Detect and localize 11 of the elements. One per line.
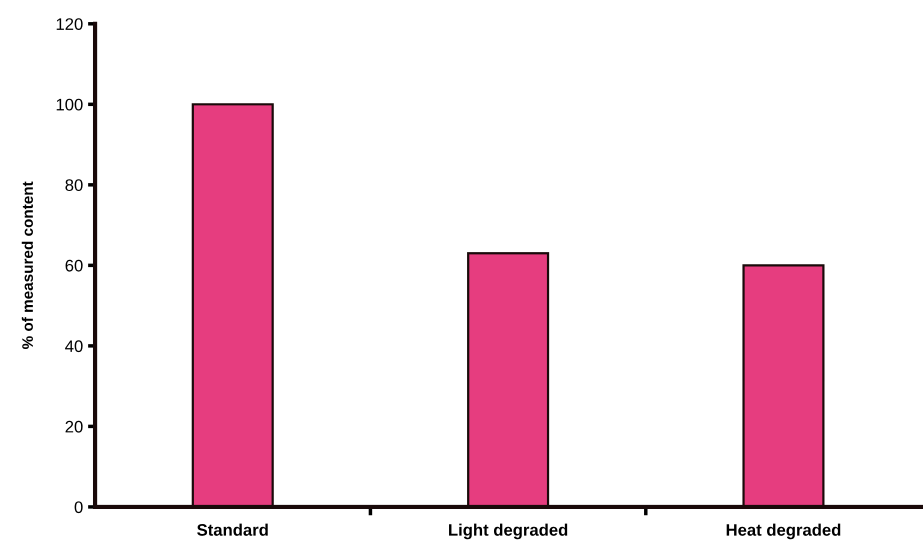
x-tick-label: Light degraded (449, 524, 568, 540)
y-tick-label: 20 (66, 420, 83, 433)
y-tick-label: 60 (66, 260, 83, 272)
y-tick-label: 100 (56, 98, 83, 111)
y-axis-title: % of measured content (22, 182, 33, 350)
y-tick-label: 40 (65, 340, 83, 352)
y-tick-label: 80 (65, 179, 83, 192)
x-tick-label: Heat degraded (726, 524, 840, 540)
x-tick-label: Standard (197, 524, 268, 536)
y-tick-label: 120 (56, 18, 83, 30)
y-tick-label: 0 (74, 501, 83, 514)
